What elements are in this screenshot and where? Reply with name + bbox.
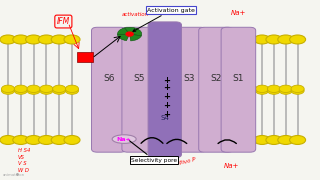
Circle shape xyxy=(279,87,292,94)
Circle shape xyxy=(232,85,245,93)
Circle shape xyxy=(278,35,294,44)
Text: S6: S6 xyxy=(103,75,115,84)
Circle shape xyxy=(51,35,67,44)
FancyBboxPatch shape xyxy=(199,27,233,152)
Circle shape xyxy=(27,87,40,94)
Text: Na+: Na+ xyxy=(230,10,246,16)
Circle shape xyxy=(0,136,16,145)
Circle shape xyxy=(26,136,42,145)
Circle shape xyxy=(232,87,245,94)
Text: +: + xyxy=(163,92,170,101)
Text: IFM: IFM xyxy=(57,17,70,26)
Text: animat●on: animat●on xyxy=(3,173,25,177)
FancyBboxPatch shape xyxy=(221,27,256,152)
Circle shape xyxy=(255,85,269,93)
Text: S4: S4 xyxy=(160,115,169,122)
Circle shape xyxy=(278,136,294,145)
Circle shape xyxy=(52,87,66,94)
Circle shape xyxy=(66,85,79,93)
FancyBboxPatch shape xyxy=(92,27,126,152)
Circle shape xyxy=(242,136,258,145)
Wedge shape xyxy=(130,34,141,41)
Circle shape xyxy=(26,35,42,44)
Text: +: + xyxy=(163,84,170,93)
Circle shape xyxy=(40,87,53,94)
Text: Na+: Na+ xyxy=(224,163,239,169)
Circle shape xyxy=(255,87,269,94)
Circle shape xyxy=(66,87,79,94)
Circle shape xyxy=(266,35,282,44)
Circle shape xyxy=(38,35,54,44)
Circle shape xyxy=(254,35,270,44)
Circle shape xyxy=(13,136,29,145)
FancyBboxPatch shape xyxy=(172,27,206,152)
Text: +: + xyxy=(163,76,170,85)
Circle shape xyxy=(1,85,15,93)
Circle shape xyxy=(27,85,40,93)
Text: +: + xyxy=(163,110,170,119)
Text: S1: S1 xyxy=(233,75,244,84)
Circle shape xyxy=(51,136,67,145)
Circle shape xyxy=(244,87,257,94)
Circle shape xyxy=(230,136,246,145)
Circle shape xyxy=(64,136,80,145)
Circle shape xyxy=(290,35,306,44)
Text: H S4
VS
V S
W D: H S4 VS V S W D xyxy=(18,148,30,173)
Circle shape xyxy=(0,35,16,44)
Circle shape xyxy=(242,35,258,44)
Circle shape xyxy=(13,35,29,44)
Circle shape xyxy=(64,35,80,44)
Circle shape xyxy=(38,136,54,145)
Wedge shape xyxy=(124,27,138,34)
Circle shape xyxy=(268,87,280,94)
Text: Selectivity pore: Selectivity pore xyxy=(130,141,177,163)
Wedge shape xyxy=(117,28,130,35)
Circle shape xyxy=(1,87,15,94)
Circle shape xyxy=(230,35,246,44)
Text: S2: S2 xyxy=(210,75,222,84)
Circle shape xyxy=(14,87,28,94)
Circle shape xyxy=(52,85,66,93)
Circle shape xyxy=(290,136,306,145)
FancyBboxPatch shape xyxy=(122,27,156,152)
Circle shape xyxy=(291,85,304,93)
Circle shape xyxy=(40,85,53,93)
Circle shape xyxy=(254,136,270,145)
Circle shape xyxy=(126,32,133,36)
Text: S3: S3 xyxy=(183,75,195,84)
Text: Na+: Na+ xyxy=(117,137,132,142)
Circle shape xyxy=(266,136,282,145)
Text: activation: activation xyxy=(122,12,149,17)
Circle shape xyxy=(268,85,280,93)
Text: S5: S5 xyxy=(133,75,145,84)
FancyBboxPatch shape xyxy=(148,22,181,158)
Circle shape xyxy=(14,85,28,93)
Circle shape xyxy=(244,85,257,93)
FancyBboxPatch shape xyxy=(77,51,93,62)
Ellipse shape xyxy=(112,135,136,143)
Text: +: + xyxy=(163,101,170,110)
Circle shape xyxy=(279,85,292,93)
Circle shape xyxy=(291,87,304,94)
Text: Activation gate: Activation gate xyxy=(133,8,195,31)
Wedge shape xyxy=(130,28,142,36)
Wedge shape xyxy=(117,34,130,41)
Text: Pivo P: Pivo P xyxy=(179,157,196,166)
